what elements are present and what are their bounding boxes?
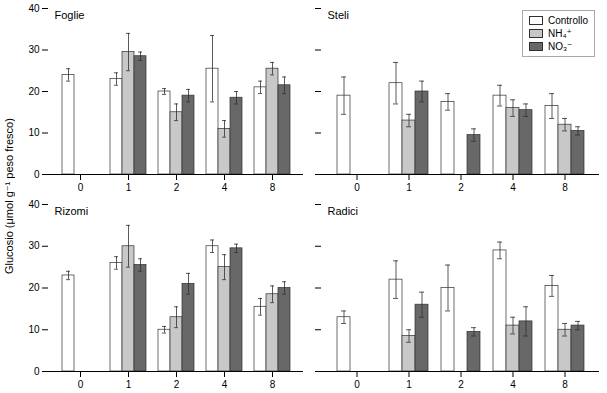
svg-text:8: 8 [562, 379, 568, 390]
svg-text:1: 1 [406, 182, 412, 193]
svg-text:Foglie: Foglie [55, 9, 85, 21]
html-text:Glucosio (μmol g⁻¹ peso fresco: Glucosio (μmol g⁻¹ peso fresco) [2, 118, 15, 275]
svg-text:1: 1 [406, 379, 412, 390]
svg-text:2: 2 [458, 182, 464, 193]
svg-text:8: 8 [270, 182, 276, 193]
svg-text:10: 10 [28, 324, 40, 335]
svg-text:40: 40 [28, 3, 40, 14]
svg-text:1: 1 [126, 379, 132, 390]
svg-text:10: 10 [28, 127, 40, 138]
svg-text:2: 2 [174, 379, 180, 390]
svg-text:0: 0 [34, 366, 40, 377]
svg-text:2: 2 [458, 379, 464, 390]
html-text:NO₃⁻: NO₃⁻ [548, 41, 573, 52]
svg-text:8: 8 [562, 182, 568, 193]
svg-text:Rizomi: Rizomi [55, 205, 89, 217]
svg-text:4: 4 [510, 379, 516, 390]
svg-text:40: 40 [28, 199, 40, 210]
svg-text:0: 0 [354, 182, 360, 193]
svg-text:0: 0 [78, 379, 84, 390]
svg-text:0: 0 [78, 182, 84, 193]
svg-text:1: 1 [126, 182, 132, 193]
svg-text:4: 4 [222, 182, 228, 193]
svg-text:2: 2 [174, 182, 180, 193]
svg-text:20: 20 [28, 86, 40, 97]
svg-text:20: 20 [28, 282, 40, 293]
svg-text:4: 4 [222, 379, 228, 390]
svg-text:Steli: Steli [328, 9, 349, 21]
html-text:NH₄⁺: NH₄⁺ [548, 28, 572, 39]
svg-text:8: 8 [270, 379, 276, 390]
svg-text:0: 0 [354, 379, 360, 390]
html-text:Controllo: Controllo [548, 15, 588, 26]
svg-text:30: 30 [28, 44, 40, 55]
svg-text:0: 0 [34, 169, 40, 180]
svg-text:Radici: Radici [328, 205, 359, 217]
svg-text:30: 30 [28, 240, 40, 251]
svg-text:4: 4 [510, 182, 516, 193]
